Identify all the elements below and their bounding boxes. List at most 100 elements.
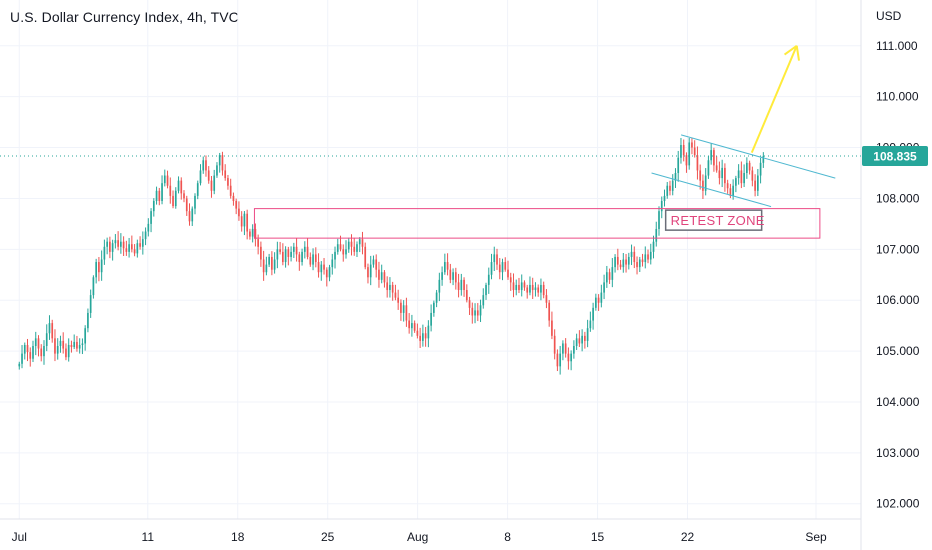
- x-tick-label: 25: [321, 530, 335, 544]
- candle-body: [658, 211, 660, 229]
- candle-body: [504, 262, 507, 270]
- candle-body: [73, 341, 76, 348]
- candle-body: [84, 328, 87, 344]
- y-tick-label: 108.000: [876, 191, 920, 205]
- y-tick-label: 105.000: [876, 344, 920, 358]
- candle-body: [317, 262, 320, 273]
- candle-body: [224, 170, 227, 179]
- candle-body: [361, 239, 364, 247]
- candle-body: [507, 269, 509, 278]
- candle-body: [369, 264, 372, 278]
- candle-body: [443, 262, 446, 273]
- candle-body: [301, 251, 303, 263]
- candle-body: [303, 246, 306, 252]
- candle-body: [284, 249, 287, 263]
- candle-body: [691, 142, 693, 148]
- candle-body: [158, 190, 161, 201]
- candle-body: [367, 267, 369, 278]
- candle-body: [23, 344, 26, 354]
- candle-body: [342, 249, 345, 255]
- candle-body: [452, 272, 454, 280]
- candle-body: [375, 259, 378, 270]
- candle-body: [353, 246, 356, 252]
- candle-body: [702, 180, 704, 191]
- candle-body: [56, 346, 59, 354]
- time-axis[interactable]: Jul 11 18 25 Aug 8 15 22 Sep: [12, 530, 827, 544]
- candle-body: [465, 290, 468, 301]
- candle-body: [498, 264, 501, 273]
- candle-body: [78, 344, 81, 349]
- drawing-overlays: RETEST ZONE: [0, 44, 861, 239]
- candle-body: [523, 282, 526, 288]
- x-tick-label: 8: [504, 530, 511, 544]
- candle-body: [611, 267, 614, 280]
- candle-body: [759, 162, 762, 176]
- candle-body: [290, 251, 292, 257]
- candle-body: [389, 284, 391, 291]
- candle-body: [413, 323, 416, 331]
- candle-body: [150, 211, 152, 224]
- candle-body: [196, 183, 199, 196]
- candle-body: [37, 338, 40, 349]
- candle-body: [51, 323, 54, 339]
- candle-body: [427, 325, 430, 339]
- candle-body: [320, 264, 323, 273]
- candle-body: [422, 333, 424, 341]
- price-axis[interactable]: 102.000 103.000 104.000 105.000 106.000 107.0…: [862, 9, 928, 511]
- channel-lower-line: [651, 172, 772, 208]
- candle-body: [347, 241, 350, 250]
- candle-body: [48, 323, 51, 334]
- last-price-badge: [862, 145, 928, 166]
- x-tick-label: 11: [142, 530, 155, 544]
- candle-body: [328, 267, 331, 278]
- candle-body: [674, 173, 677, 181]
- candle-body: [262, 259, 265, 273]
- candle-body: [306, 246, 309, 257]
- candle-body: [408, 320, 411, 329]
- candle-body: [600, 292, 603, 303]
- candle-body: [386, 282, 389, 291]
- candle-body: [707, 160, 710, 176]
- candle-body: [265, 264, 268, 273]
- candle-body: [660, 200, 663, 212]
- candle-body: [402, 305, 405, 313]
- candle-body: [232, 195, 235, 201]
- candle-body: [174, 190, 177, 207]
- candle-body: [397, 297, 400, 303]
- candle-body: [125, 248, 128, 252]
- candle-body: [710, 150, 713, 161]
- candle-body: [584, 335, 586, 341]
- candle-body: [430, 312, 432, 326]
- candle-body: [314, 254, 317, 263]
- candle-body: [325, 269, 328, 278]
- candle-body: [559, 353, 562, 367]
- candle-body: [122, 241, 125, 249]
- candle-body: [735, 178, 737, 186]
- candle-body: [350, 241, 353, 247]
- candle-body: [748, 162, 751, 171]
- candle-body: [638, 259, 641, 268]
- candle-body: [59, 340, 62, 346]
- candle-body: [636, 262, 638, 268]
- candle-body: [202, 160, 205, 171]
- candle-body: [496, 254, 498, 265]
- candle-body: [166, 175, 169, 186]
- candle-body: [45, 333, 48, 346]
- candle-body: [726, 183, 729, 189]
- candle-body: [130, 244, 133, 250]
- candle-body: [109, 241, 111, 252]
- candle-body: [188, 211, 191, 222]
- last-price-value: 108.835: [873, 149, 917, 163]
- candle-body: [419, 335, 421, 341]
- candle-body: [29, 352, 32, 359]
- candle-body: [699, 170, 702, 181]
- candle-body: [62, 340, 65, 349]
- candle-body: [235, 200, 238, 209]
- candle-body: [227, 178, 229, 186]
- candle-body: [169, 185, 172, 196]
- candle-body: [92, 277, 95, 296]
- x-tick-label: Aug: [407, 530, 428, 544]
- candle-body: [688, 142, 691, 166]
- candle-body: [573, 346, 575, 354]
